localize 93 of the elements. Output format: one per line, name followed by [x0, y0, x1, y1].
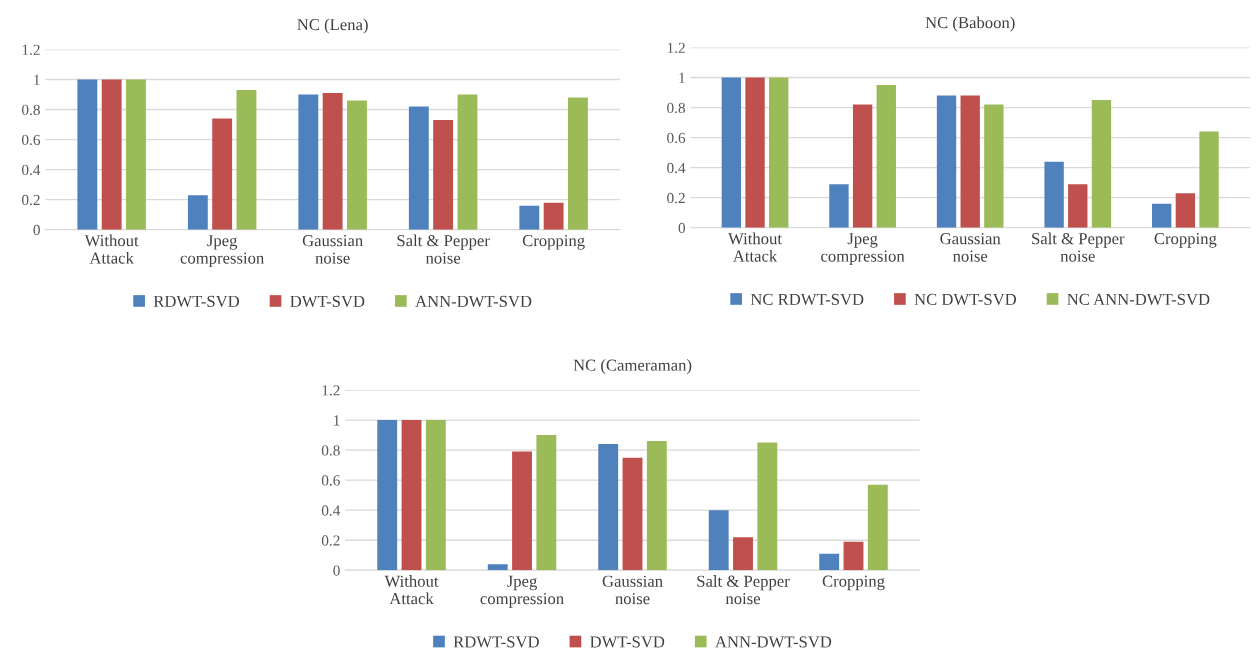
bar	[646, 441, 667, 571]
bar	[212, 118, 233, 230]
x-tick-label: Without Attack	[728, 232, 782, 262]
bar	[1152, 203, 1172, 228]
y-tick-label: 0.8	[21, 104, 40, 116]
bar	[843, 541, 864, 571]
bar	[487, 564, 508, 571]
y-tick-label: 0.6	[21, 134, 41, 146]
bar	[512, 451, 532, 571]
y-tick-label: 0.2	[667, 192, 685, 204]
bar	[708, 510, 729, 571]
y-tick-label: 0.4	[321, 505, 341, 516]
x-tick-label: Jpeg compression	[821, 233, 905, 266]
legend-label: ANN-DWT-SVD	[415, 295, 532, 308]
bar	[936, 95, 957, 228]
bar	[829, 184, 849, 228]
bar	[543, 202, 564, 230]
bar	[960, 95, 980, 228]
bar	[567, 97, 588, 230]
y-tick-label: 1.2	[667, 42, 685, 54]
y-tick-label: 1.2	[322, 385, 340, 396]
bar	[536, 435, 557, 571]
bar	[433, 120, 454, 230]
x-tick-label: Gaussian noise	[302, 235, 363, 264]
x-tick-label: Gaussian noise	[940, 233, 1001, 262]
y-tick-label: 0.4	[667, 162, 686, 174]
bar	[867, 484, 888, 571]
x-tick-label: Salt & Pepper noise	[397, 234, 490, 264]
y-tick-label: 0.8	[667, 102, 686, 114]
bar	[322, 93, 343, 230]
y-tick-label: 1	[34, 74, 40, 85]
bar	[101, 79, 122, 230]
bar	[519, 205, 540, 230]
bar	[598, 444, 619, 571]
bar	[298, 94, 319, 230]
bar	[425, 420, 446, 571]
y-tick-label: 0.6	[667, 132, 686, 144]
y-tick-label: 1	[679, 72, 685, 83]
legend-label: ANN-DWT-SVD	[715, 636, 832, 648]
chart-title: NC (Cameraman)	[573, 359, 692, 375]
legend-label: DWT-SVD	[290, 295, 365, 308]
legend-label: NC RDWT-SVD	[750, 293, 864, 306]
bar	[1091, 100, 1112, 228]
y-tick-label: 0.2	[321, 535, 340, 546]
bar	[1199, 131, 1219, 228]
bar	[457, 94, 478, 230]
bar	[401, 420, 422, 571]
bar	[377, 420, 398, 571]
x-tick-label: Gaussian noise	[602, 575, 663, 605]
bar	[236, 90, 257, 230]
legend-label: NC DWT-SVD	[914, 293, 1017, 306]
y-tick-label: 0	[678, 222, 686, 234]
bar	[819, 553, 840, 571]
bar	[745, 77, 765, 228]
legend-label: RDWT-SVD	[453, 636, 539, 648]
bar	[984, 104, 1004, 228]
bar	[187, 195, 208, 230]
bar	[77, 79, 98, 230]
x-tick-label: Jpeg compression	[480, 575, 564, 608]
x-tick-label: Jpeg compression	[180, 235, 265, 268]
bar	[126, 79, 146, 230]
x-tick-label: Cropping	[1154, 233, 1217, 248]
y-tick-label: 0.2	[21, 194, 40, 206]
bar	[721, 77, 742, 228]
bar	[1068, 184, 1088, 228]
bar	[852, 104, 873, 228]
y-tick-label: 1	[334, 415, 340, 426]
y-tick-label: 0.8	[321, 445, 340, 456]
y-tick-label: 1.2	[22, 44, 40, 56]
bar	[769, 77, 789, 228]
legend-label: DWT-SVD	[590, 636, 665, 648]
legend-label: NC ANN-DWT-SVD	[1067, 293, 1210, 306]
legend-label: RDWT-SVD	[153, 295, 240, 308]
x-tick-label: Without Attack	[384, 575, 439, 605]
y-tick-label: 0.6	[321, 475, 340, 486]
bar	[1175, 193, 1196, 228]
bar	[622, 457, 643, 571]
bar	[733, 537, 753, 571]
bar	[876, 85, 896, 228]
bar	[1044, 161, 1064, 228]
y-tick-label: 0.4	[21, 164, 41, 176]
x-tick-label: Salt & Pepper noise	[1032, 232, 1125, 262]
x-tick-label: Salt & Pepper noise	[697, 575, 790, 605]
x-tick-label: Without Attack	[84, 234, 139, 264]
bar	[408, 106, 429, 230]
bar	[347, 100, 367, 230]
y-tick-label: 0	[333, 565, 340, 576]
bar	[757, 442, 778, 571]
chart-title: NC (Lena)	[297, 18, 368, 34]
x-tick-label: Cropping	[822, 575, 885, 591]
chart-title: NC (Baboon)	[925, 16, 1015, 32]
y-tick-label: 0	[33, 224, 40, 236]
x-tick-label: Cropping	[522, 235, 585, 250]
